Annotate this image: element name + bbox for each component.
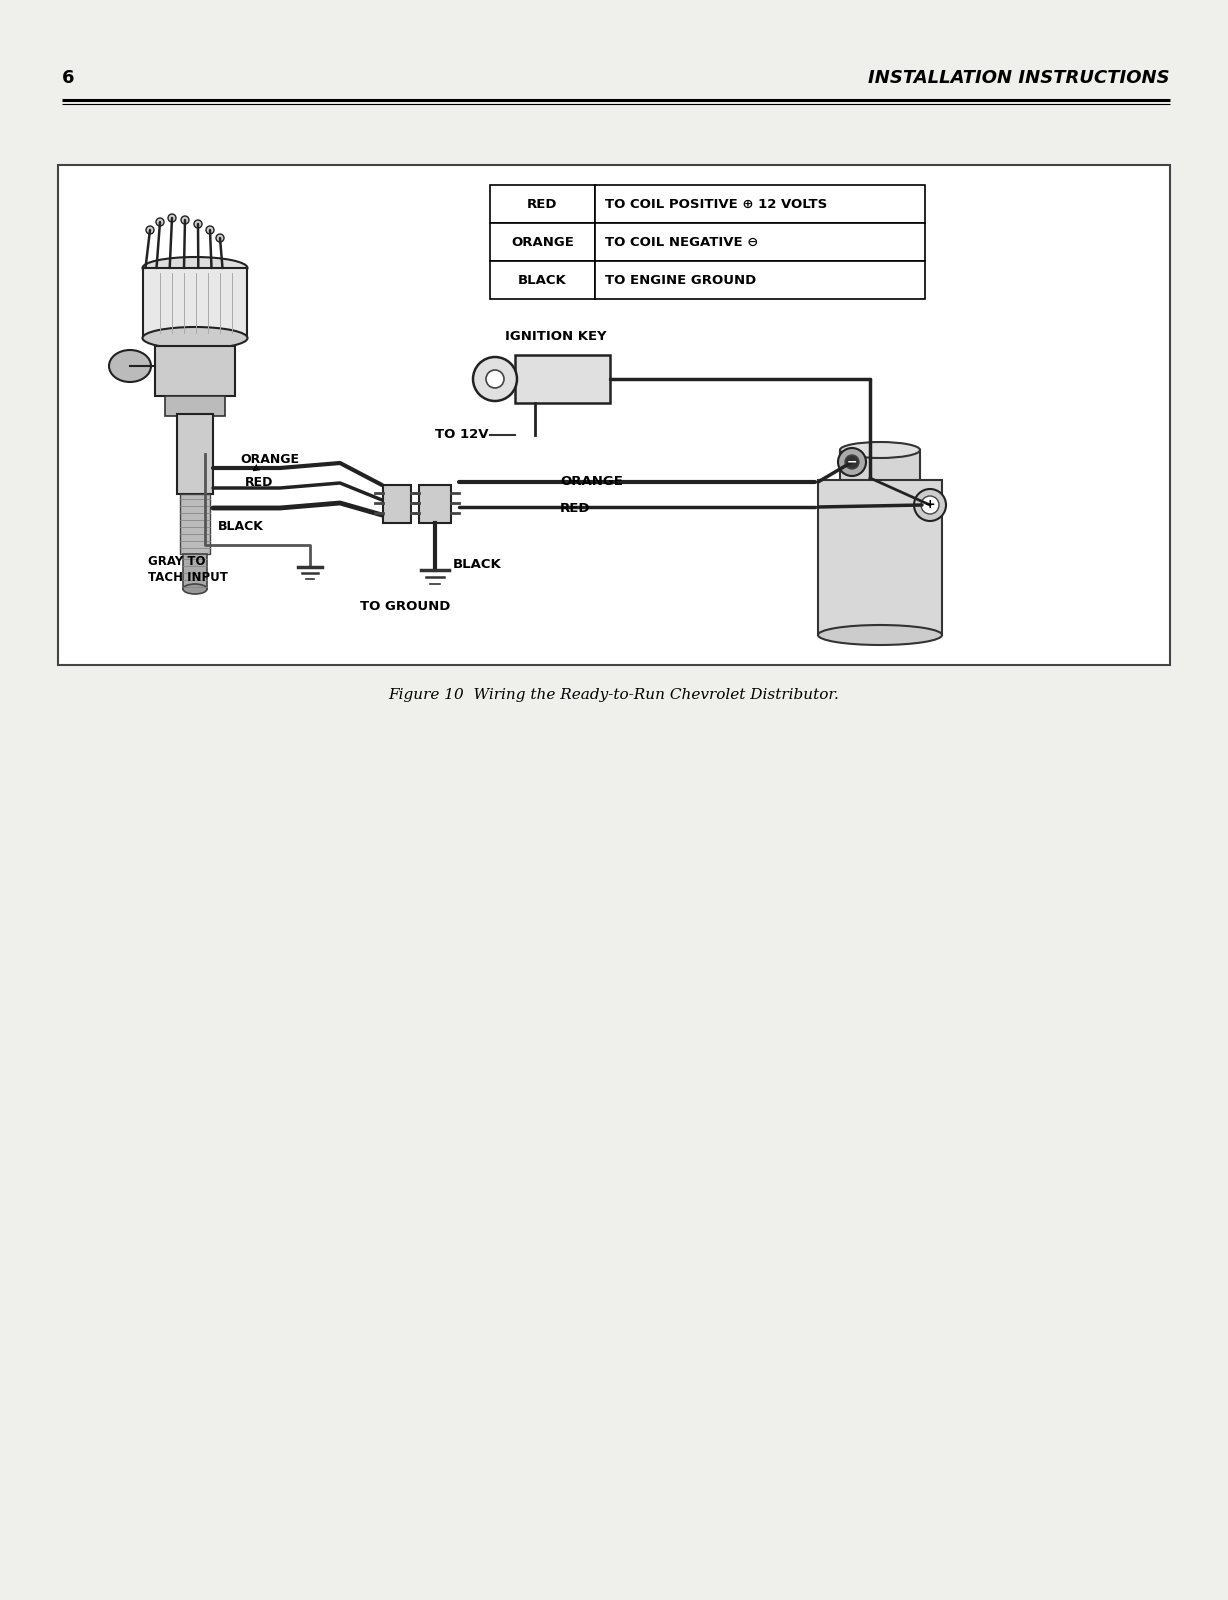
Circle shape <box>156 218 165 226</box>
Text: RED: RED <box>527 197 558 211</box>
Bar <box>818 480 942 635</box>
Circle shape <box>837 448 866 477</box>
Circle shape <box>473 357 517 402</box>
Bar <box>155 346 235 395</box>
Circle shape <box>486 370 503 387</box>
Bar <box>490 186 596 222</box>
Text: RED: RED <box>246 477 274 490</box>
Bar <box>165 395 225 416</box>
Text: INSTALLATION INSTRUCTIONS: INSTALLATION INSTRUCTIONS <box>868 69 1170 86</box>
Circle shape <box>146 226 154 234</box>
Text: TO ENGINE GROUND: TO ENGINE GROUND <box>605 274 756 286</box>
Circle shape <box>206 226 214 234</box>
Bar <box>840 450 920 506</box>
Circle shape <box>181 216 189 224</box>
Text: BLACK: BLACK <box>219 520 264 533</box>
Bar <box>419 485 451 523</box>
Bar <box>596 222 925 261</box>
Text: TO GROUND: TO GROUND <box>360 600 451 613</box>
Bar <box>181 494 210 554</box>
Text: IGNITION KEY: IGNITION KEY <box>505 331 607 344</box>
Bar <box>490 261 596 299</box>
Text: TO COIL NEGATIVE ⊖: TO COIL NEGATIVE ⊖ <box>605 235 759 248</box>
Text: TO 12V: TO 12V <box>435 429 489 442</box>
Ellipse shape <box>818 626 942 645</box>
Ellipse shape <box>142 258 248 278</box>
Circle shape <box>216 234 223 242</box>
Bar <box>183 554 208 589</box>
Text: BLACK: BLACK <box>453 558 502 571</box>
Text: BLACK: BLACK <box>518 274 567 286</box>
Text: ORANGE: ORANGE <box>560 475 623 488</box>
Text: RED: RED <box>560 502 591 515</box>
Bar <box>177 414 212 494</box>
Circle shape <box>845 454 860 469</box>
Bar <box>596 186 925 222</box>
Text: ORANGE: ORANGE <box>511 235 573 248</box>
Bar <box>515 355 610 403</box>
Ellipse shape <box>840 442 920 458</box>
Bar <box>58 165 1170 666</box>
Text: ORANGE: ORANGE <box>239 453 298 466</box>
Bar <box>490 222 596 261</box>
Text: Figure 10  Wiring the Ready-to-Run Chevrolet Distributor.: Figure 10 Wiring the Ready-to-Run Chevro… <box>388 688 840 702</box>
Ellipse shape <box>142 326 248 349</box>
Text: +: + <box>925 499 936 512</box>
Ellipse shape <box>183 584 208 594</box>
Circle shape <box>921 496 939 514</box>
Text: TO COIL POSITIVE ⊕ 12 VOLTS: TO COIL POSITIVE ⊕ 12 VOLTS <box>605 197 828 211</box>
Circle shape <box>194 219 201 227</box>
Bar <box>383 485 411 523</box>
Circle shape <box>168 214 176 222</box>
Text: GRAY TO
TACH INPUT: GRAY TO TACH INPUT <box>149 555 228 584</box>
Bar <box>142 267 247 338</box>
Ellipse shape <box>109 350 151 382</box>
Text: 6: 6 <box>61 69 75 86</box>
Circle shape <box>914 490 946 522</box>
Bar <box>596 261 925 299</box>
Text: −: − <box>847 456 857 469</box>
